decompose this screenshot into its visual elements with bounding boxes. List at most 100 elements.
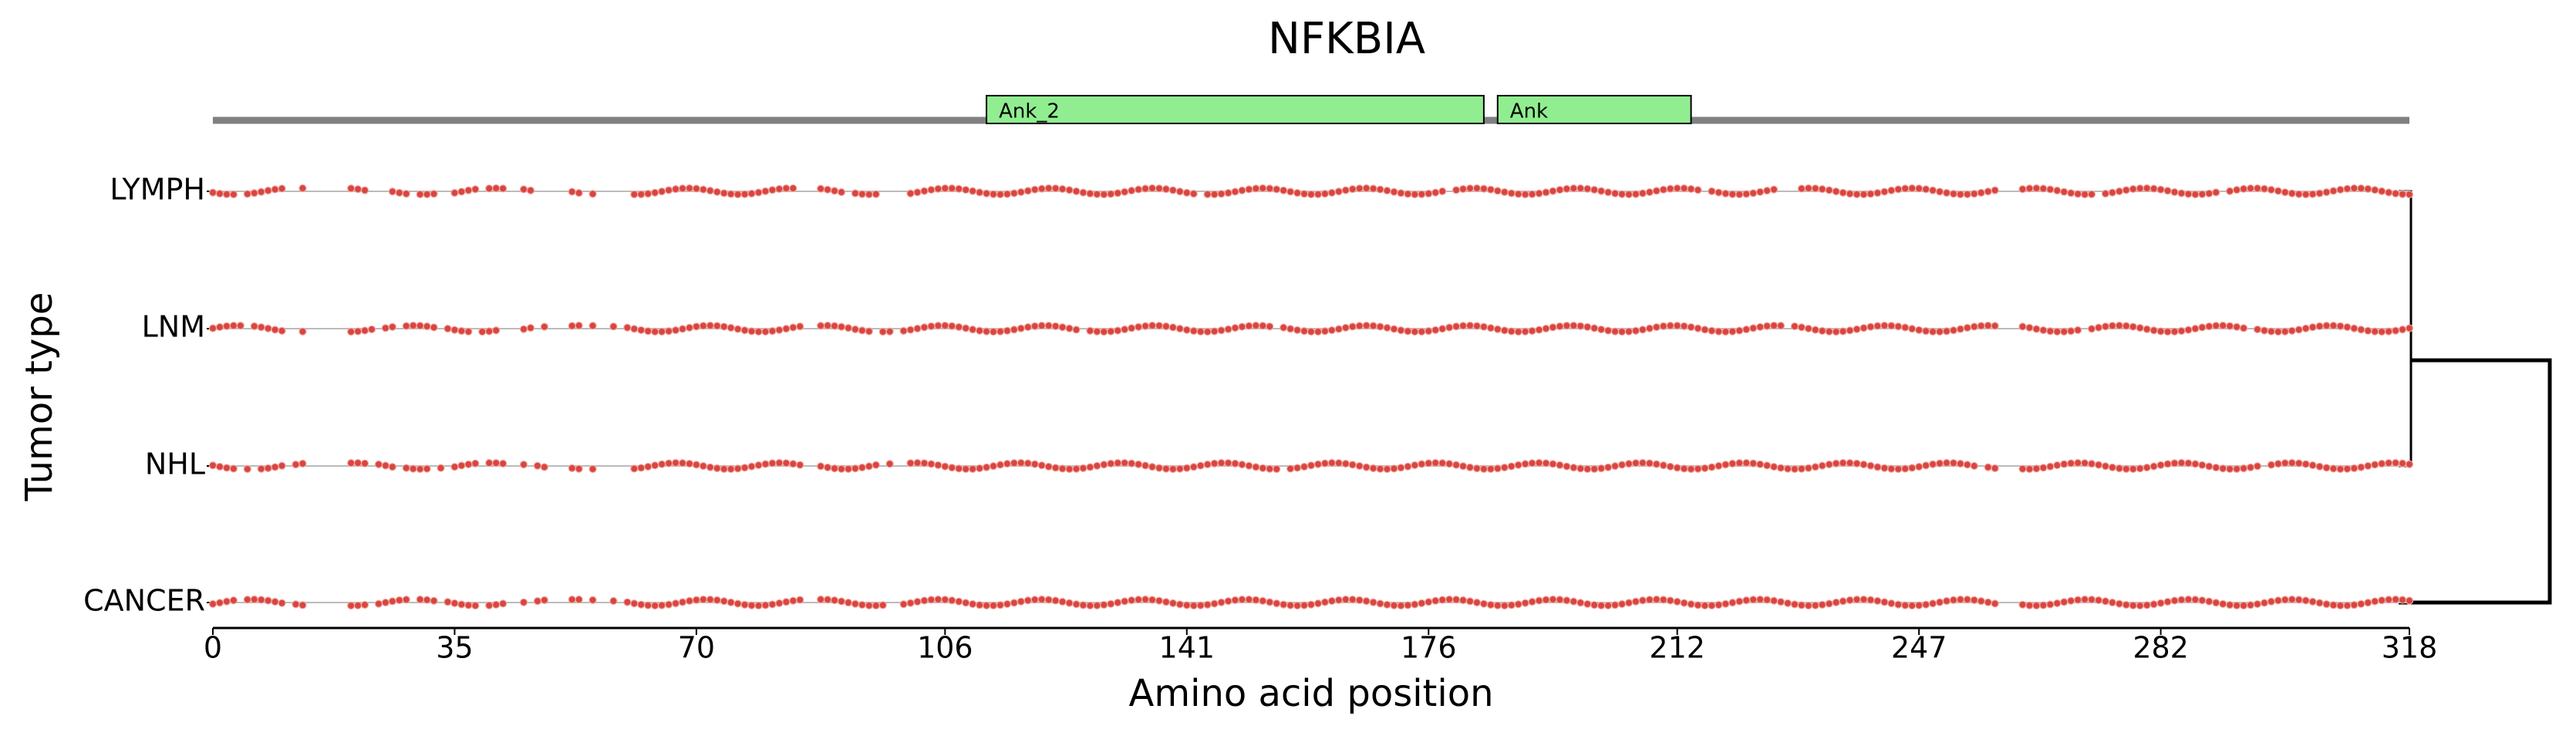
mutation-dot: [671, 458, 680, 468]
mutation-dot: [775, 458, 784, 468]
mutation-dot: [962, 324, 970, 333]
mutation-dot: [450, 188, 459, 198]
mutation-dot: [443, 324, 452, 333]
mutation-dot: [1570, 464, 1578, 472]
y-tick-label: LYMPH: [110, 173, 205, 207]
mutation-dot: [1259, 322, 1267, 330]
mutation-dot: [1411, 190, 1419, 199]
mutation-dot: [761, 187, 770, 195]
mutation-dot: [1797, 464, 1806, 473]
mutation-dot: [450, 599, 459, 608]
mutation-dot: [1535, 458, 1543, 468]
mutation-dot: [1915, 601, 1924, 609]
mutation-dot: [1991, 186, 1999, 194]
mutation-dot: [2391, 458, 2400, 468]
mutation-dot: [1072, 464, 1081, 473]
mutation-dot: [1175, 324, 1184, 333]
mutation-dot: [1645, 596, 1654, 604]
mutation-dot: [1445, 595, 1454, 604]
mutation-dot: [796, 596, 804, 604]
mutation-dot: [1003, 190, 1012, 198]
mutation-dot: [1970, 190, 1978, 198]
mutation-dot: [1507, 462, 1516, 471]
mutation-dot: [1148, 463, 1157, 471]
mutation-dot: [1266, 598, 1274, 606]
mutation-dot: [416, 322, 424, 330]
mutation-dot: [1590, 185, 1599, 194]
mutation-dot: [1238, 461, 1246, 469]
mutation-dot: [1549, 323, 1557, 332]
x-tick-label: 0: [204, 631, 222, 665]
mutation-dot: [298, 327, 307, 336]
mutation-dot: [1030, 460, 1039, 468]
mutation-dot: [733, 190, 742, 199]
mutation-dot: [837, 322, 846, 331]
mutation-dot: [2018, 464, 2027, 473]
mutation-dot: [1949, 326, 1958, 335]
mutation-dot: [1570, 184, 1578, 193]
mutation-dot: [2371, 597, 2379, 606]
mutation-dot: [540, 463, 548, 471]
mutation-dot: [423, 190, 431, 199]
mutation-dot: [478, 327, 487, 336]
mutation-dot: [2074, 190, 2082, 198]
mutation-dot: [1528, 597, 1536, 606]
mutation-dot: [1162, 322, 1171, 331]
mutation-dot: [637, 190, 646, 198]
mutation-dot: [713, 187, 721, 196]
mutation-dot: [2087, 596, 2096, 604]
mutation-dot: [1908, 464, 1917, 472]
mutation-dot: [526, 323, 535, 333]
mutation-dot: [1970, 322, 1978, 331]
mutation-dot: [1762, 461, 1772, 470]
mutation-dot: [1086, 463, 1094, 471]
mutation-dot: [2288, 458, 2296, 468]
mutation-dot: [2301, 460, 2310, 468]
mutation-dot: [485, 184, 494, 193]
mutation-dot: [1376, 464, 1384, 473]
mutation-dot: [837, 187, 846, 197]
mutation-dot: [1846, 596, 1854, 605]
mutation-dot: [423, 464, 431, 473]
mutation-dot: [1970, 461, 1978, 471]
mutation-dot: [2205, 189, 2214, 198]
mutation-dot: [1072, 326, 1081, 334]
mutation-dot: [713, 322, 721, 330]
mutation-dot: [1514, 461, 1522, 469]
mutation-dot: [2129, 322, 2137, 331]
mutation-dot: [1472, 598, 1482, 607]
mutation-dot: [1121, 597, 1129, 606]
mutation-dot: [1438, 459, 1447, 468]
mutation-dot: [1797, 184, 1806, 193]
mutation-dot: [969, 326, 977, 334]
mutation-dot: [1583, 599, 1592, 609]
mutation-dot: [1507, 189, 1516, 198]
mutation-dot: [2371, 461, 2379, 469]
mutation-dot: [823, 185, 832, 194]
mutation-dot: [1701, 464, 1709, 473]
mutation-dot: [485, 601, 494, 609]
mutation-dot: [1956, 595, 1964, 604]
mutation-dot: [2260, 184, 2269, 193]
mutation-dot: [1210, 459, 1219, 468]
mutation-dot: [1107, 327, 1115, 336]
mutation-dot: [1486, 464, 1495, 474]
mutation-dot: [1563, 596, 1571, 605]
mutation-dot: [2385, 459, 2393, 468]
mutation-dot: [2198, 190, 2207, 198]
mutation-dot: [1756, 595, 1765, 604]
mutation-dot: [920, 459, 929, 468]
mutation-dot: [2032, 325, 2041, 333]
mutation-dot: [927, 322, 936, 331]
mutation-dot: [1376, 599, 1384, 608]
mutation-dot: [1058, 184, 1067, 194]
mutation-dot: [1652, 322, 1661, 332]
mutation-dot: [360, 186, 369, 194]
mutation-dot: [1610, 462, 1620, 471]
mutation-dot: [1086, 601, 1094, 610]
mutation-dot: [1479, 599, 1488, 608]
mutation-dot: [644, 327, 652, 336]
mutation-dot: [2205, 462, 2214, 471]
mutation-dot: [2246, 601, 2255, 609]
mutation-dot: [1666, 596, 1674, 605]
